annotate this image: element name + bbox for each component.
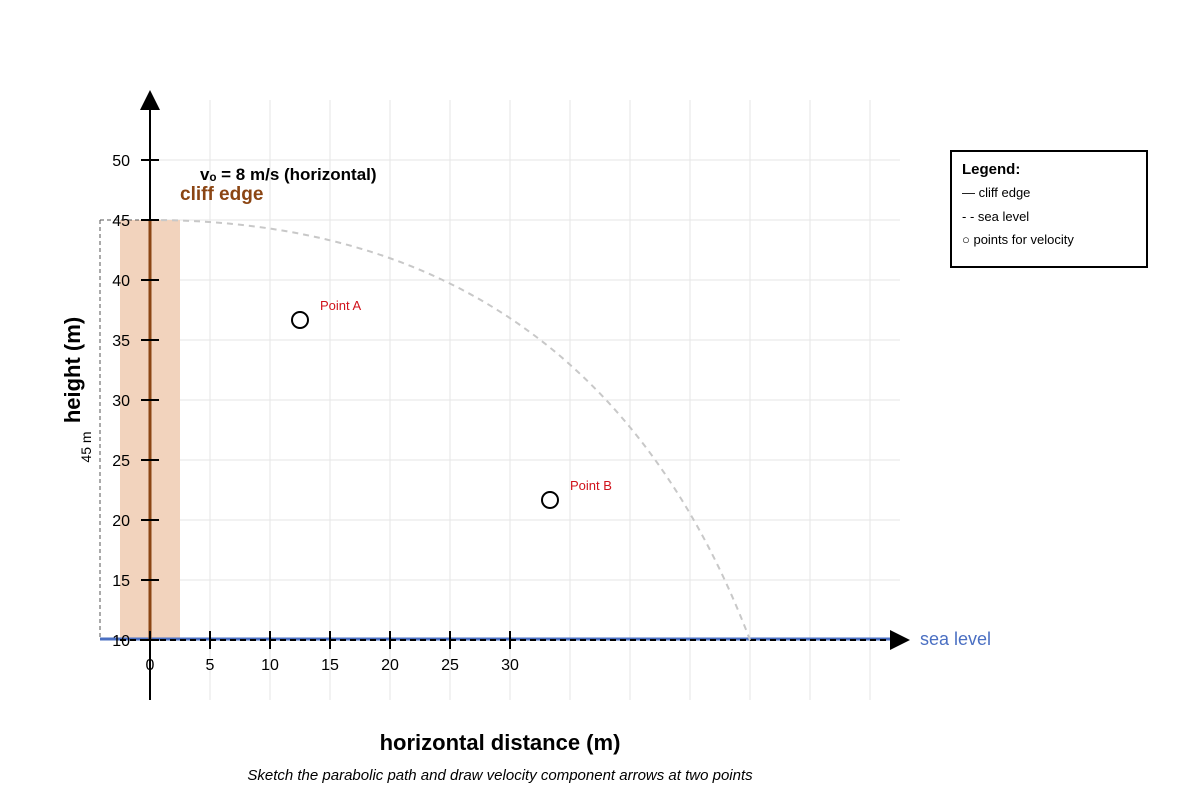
point-a-marker — [291, 311, 309, 329]
y-tick-label: 50 — [112, 153, 130, 170]
velocity-label: vₒ = 8 m/s (horizontal) — [200, 165, 377, 184]
legend-item-cliff-edge: — cliff edge — [962, 185, 1031, 200]
x-axis-title: horizontal distance (m) — [380, 730, 621, 755]
x-axis-arrow — [890, 630, 910, 650]
sea-level-label: sea level — [920, 629, 991, 649]
y-tick-label: 15 — [112, 573, 130, 590]
legend-item-points: ○ points for velocity — [962, 232, 1074, 248]
y-tick-label: 30 — [112, 393, 130, 410]
y-axis-title: height (m) — [60, 317, 85, 423]
legend-box: Legend: — cliff edge - - sea level ○ poi… — [950, 150, 1148, 268]
y-tick-label: 10 — [112, 633, 130, 650]
y-tick-label: 20 — [112, 513, 130, 530]
height-marker-label: 45 m — [78, 431, 94, 462]
axis-ticks: 10 15 20 25 30 35 40 45 50 0 5 10 15 20 25 30 — [112, 153, 519, 674]
legend-title: Legend: — [962, 161, 1021, 178]
caption: Sketch the parabolic path and draw veloc… — [247, 767, 753, 784]
y-tick-label: 25 — [112, 453, 130, 470]
point-b-marker — [541, 491, 559, 509]
legend-item-sea-level: - - sea level — [962, 208, 1030, 224]
y-axis-arrow — [140, 90, 160, 110]
x-tick-label: 20 — [381, 657, 399, 674]
y-tick-label: 45 — [112, 213, 130, 230]
point-a-label: Point A — [320, 298, 362, 313]
x-tick-label: 0 — [146, 657, 155, 674]
cliff-label: cliff edge — [180, 184, 263, 205]
y-tick-label: 40 — [112, 273, 130, 290]
x-tick-label: 5 — [206, 657, 215, 674]
grid — [150, 100, 900, 700]
x-tick-label: 10 — [261, 657, 279, 674]
x-tick-label: 15 — [321, 657, 339, 674]
point-b-label: Point B — [570, 478, 612, 493]
trajectory-path — [149, 219, 751, 641]
x-tick-label: 25 — [441, 657, 459, 674]
x-tick-label: 30 — [501, 657, 519, 674]
y-tick-label: 35 — [112, 333, 130, 350]
